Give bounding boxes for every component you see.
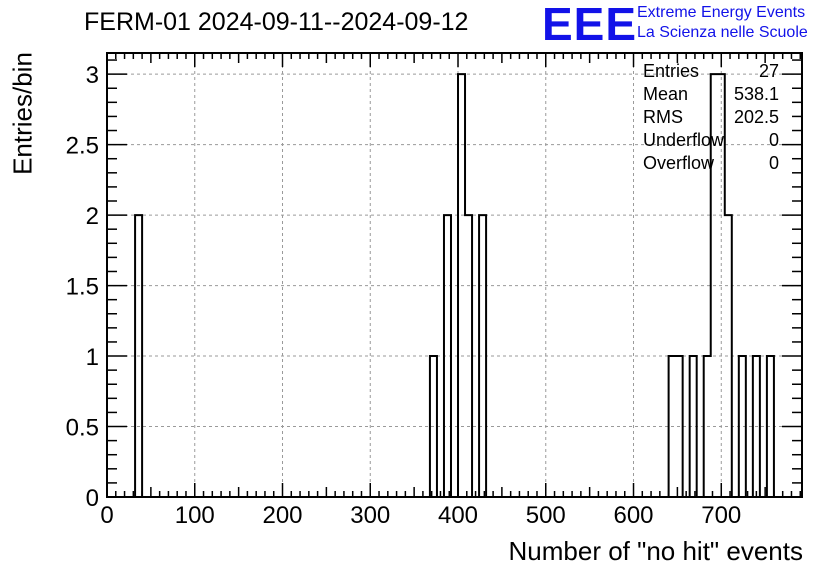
logo-caption: Extreme Energy Events La Scienza nelle S… xyxy=(637,3,808,43)
x-tick-label: 500 xyxy=(526,502,566,529)
stat-label: Mean xyxy=(643,84,689,104)
axes xyxy=(106,52,803,498)
logo-caption-line1: Extreme Energy Events xyxy=(637,4,806,21)
stat-value: 27 xyxy=(758,61,779,81)
y-tick-label: 1.5 xyxy=(66,274,99,301)
stat-label: Entries xyxy=(643,61,700,81)
y-tick-label: 3 xyxy=(86,62,99,89)
y-tick-label: 0 xyxy=(86,485,99,512)
x-tick-label: 200 xyxy=(262,502,302,529)
stat-entries: Entries 27 xyxy=(643,60,779,83)
chart-title: FERM-01 2024-09-11--2024-09-12 xyxy=(84,8,469,36)
stat-overflow: Overflow 0 xyxy=(643,152,779,175)
y-tick-label: 0.5 xyxy=(66,415,99,442)
plot-frame xyxy=(106,52,803,498)
stat-value: 538.1 xyxy=(733,84,779,104)
y-tick-label: 1 xyxy=(86,344,99,371)
x-tick-label: 400 xyxy=(438,502,478,529)
x-tick-label: 0 xyxy=(100,502,113,529)
x-tick-label: 700 xyxy=(701,502,741,529)
eee-logo: EEE xyxy=(542,0,638,50)
x-tick-label: 300 xyxy=(350,502,390,529)
stat-label: Overflow xyxy=(643,153,715,173)
x-tick-labels: 0 100 200 300 400 500 600 700 xyxy=(100,502,741,529)
logo-caption-line2: La Scienza nelle Scuole xyxy=(637,24,808,41)
stats-box: Entries 27 Mean 538.1 RMS 202.5 Underflo… xyxy=(643,60,779,175)
stat-mean: Mean 538.1 xyxy=(643,83,779,106)
stat-value: 202.5 xyxy=(733,107,779,127)
stat-label: Underflow xyxy=(643,130,725,150)
x-tick-label: 100 xyxy=(175,502,215,529)
stat-value: 0 xyxy=(768,130,779,150)
stat-value: 0 xyxy=(768,153,779,173)
stat-label: RMS xyxy=(643,107,683,127)
x-axis-label: Number of "no hit" events xyxy=(508,536,804,566)
stat-rms: RMS 202.5 xyxy=(643,106,779,129)
y-tick-label: 2 xyxy=(86,203,99,230)
stat-underflow: Underflow 0 xyxy=(643,129,779,152)
y-tick-label: 2.5 xyxy=(66,133,99,160)
y-tick-labels: 0 0.5 1 1.5 2 2.5 3 xyxy=(66,62,99,512)
x-tick-label: 600 xyxy=(613,502,653,529)
y-axis-label: Entries/bin xyxy=(7,52,38,175)
